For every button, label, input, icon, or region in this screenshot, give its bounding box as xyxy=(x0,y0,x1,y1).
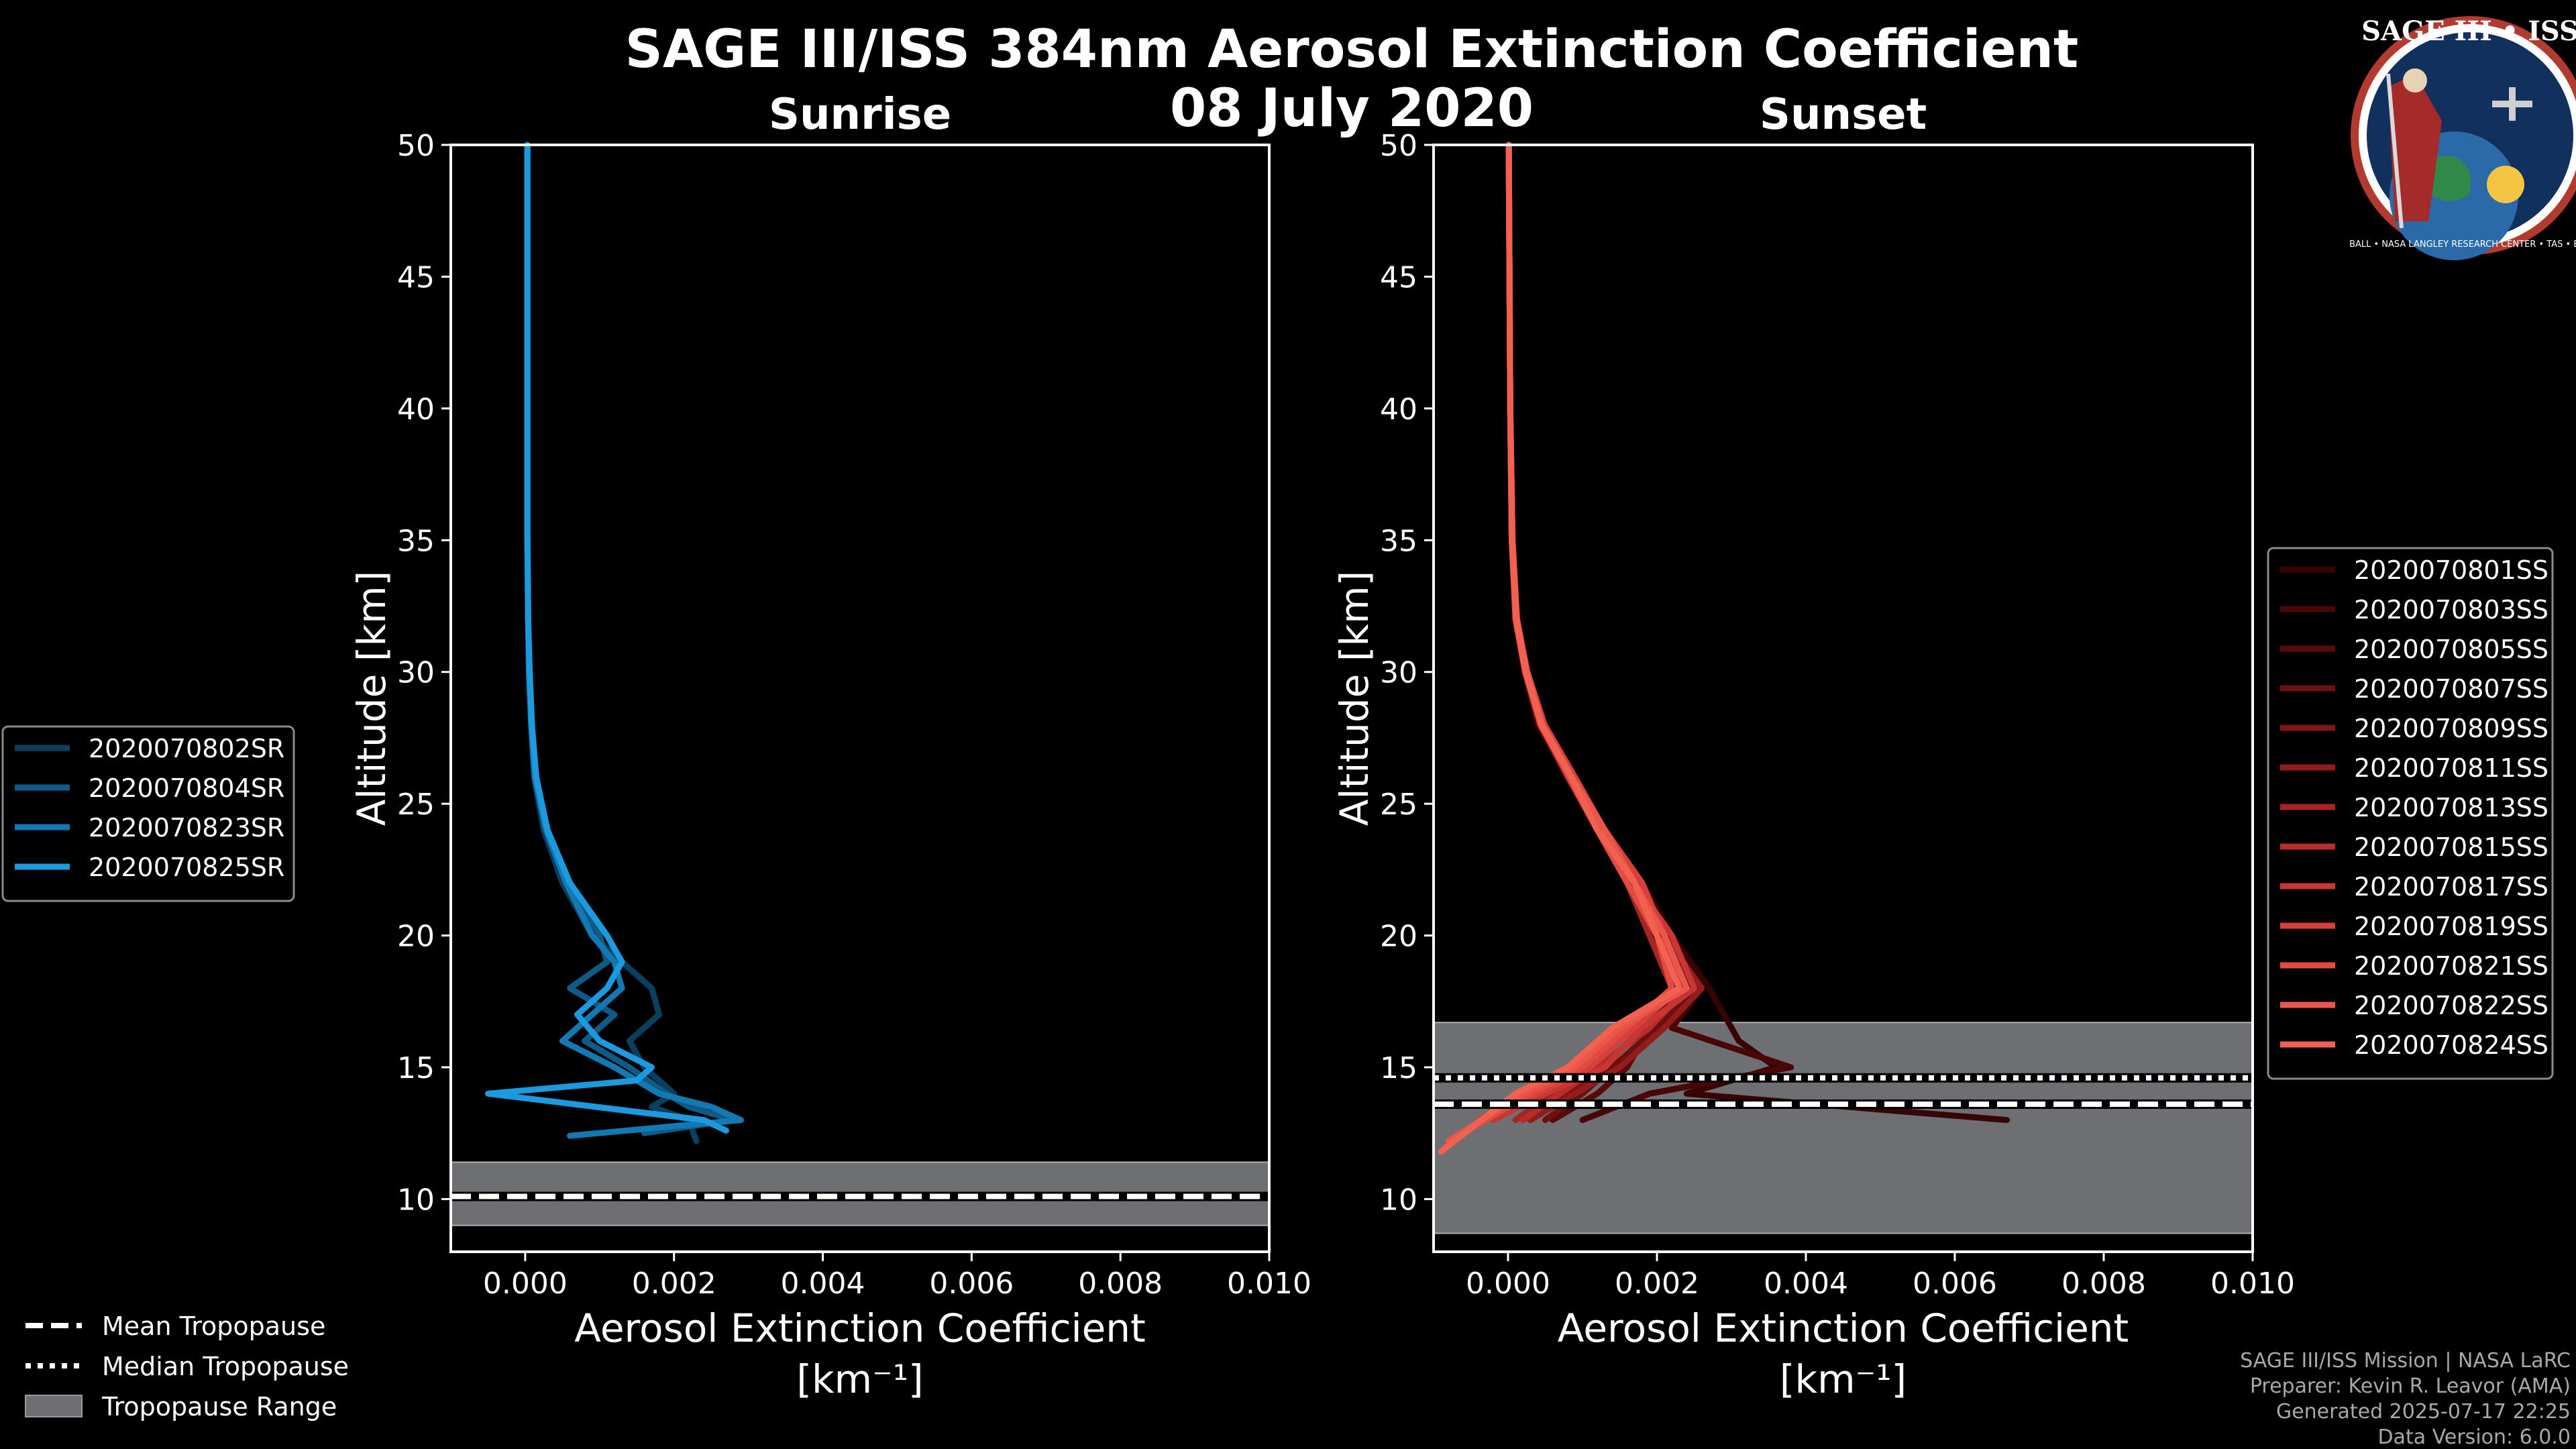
credit-mission: SAGE III/ISS Mission | NASA LaRC xyxy=(2240,1349,2571,1373)
legend-entry: 2020070801SS xyxy=(2354,555,2548,585)
y-tick-label: 15 xyxy=(397,1051,435,1085)
x-tick-label: 0.000 xyxy=(1466,1267,1550,1301)
credits: SAGE III/ISS Mission | NASA LaRC Prepare… xyxy=(2240,1349,2571,1449)
figure-date: 08 July 2020 xyxy=(1170,78,1534,139)
x-tick-label: 0.004 xyxy=(1764,1267,1848,1301)
legend-entry: 2020070822SS xyxy=(2354,991,2548,1020)
legend-entry: 2020070803SS xyxy=(2354,595,2548,625)
credit-data-version: Data Version: 6.0.0 xyxy=(2378,1426,2571,1449)
x-tick-label: 0.002 xyxy=(1615,1267,1699,1301)
plot-area xyxy=(451,145,1269,1252)
legend-box xyxy=(2267,547,2554,1080)
x-tick-label: 0.000 xyxy=(483,1267,568,1301)
x-tick-label: 0.006 xyxy=(929,1267,1014,1301)
y-tick-label: 40 xyxy=(397,392,435,427)
y-tick-label: 35 xyxy=(1380,524,1417,558)
x-axis-label: Aerosol Extinction Coefficient xyxy=(574,1305,1146,1351)
y-tick-label: 30 xyxy=(1380,656,1417,690)
legend-entry: 2020070802SR xyxy=(89,734,284,763)
sunrise-legend: 2020070802SR 2020070804SR 2020070823SR 2020… xyxy=(1,725,295,902)
plot-frame xyxy=(449,144,1271,1253)
y-tick-label: 25 xyxy=(397,788,435,822)
profile-line-2020070825SR xyxy=(485,142,729,1134)
median-tropopause-label: Median Tropopause xyxy=(102,1352,349,1381)
plot-frame xyxy=(1432,144,2254,1253)
tropopause-range-swatch xyxy=(25,1395,83,1417)
panel-title: Sunset xyxy=(1760,90,1927,140)
y-tick-label: 10 xyxy=(1380,1183,1417,1217)
logo-ring-text: BALL • NASA LANGLEY RESEARCH CENTER • TA… xyxy=(2349,239,2576,250)
x-axis-label: Aerosol Extinction Coefficient xyxy=(1558,1305,2129,1351)
y-tick-label: 50 xyxy=(1380,129,1417,163)
sage-iii-iss-mission-logo: SAGE III • ISS BALL • NASA LANGLEY RESEA… xyxy=(2349,15,2576,260)
legend-entry: 2020070811SS xyxy=(2354,753,2548,783)
x-tick-label: 0.010 xyxy=(1227,1267,1311,1301)
legend-entry: 2020070804SR xyxy=(89,773,284,803)
tropopause-range-label: Tropopause Range xyxy=(101,1392,337,1421)
y-tick-label: 50 xyxy=(397,129,435,163)
y-tick-label: 20 xyxy=(397,920,435,954)
figure-title: SAGE III/ISS 384nm Aerosol Extinction Co… xyxy=(625,19,2079,80)
x-axis-units: [km⁻¹] xyxy=(796,1356,923,1402)
y-tick-label: 10 xyxy=(397,1183,435,1217)
y-axis-label: Altitude [km] xyxy=(1332,571,1377,826)
x-tick-label: 0.006 xyxy=(1913,1267,1997,1301)
tropopause-range-band xyxy=(1433,1022,2253,1234)
tropopause-legend: Mean Tropopause Median Tropopause Tropop… xyxy=(25,1311,349,1421)
x-tick-label: 0.008 xyxy=(2061,1267,2146,1301)
legend-entry: 2020070809SS xyxy=(2354,714,2548,743)
x-tick-label: 0.002 xyxy=(632,1267,716,1301)
x-tick-label: 0.004 xyxy=(781,1267,865,1301)
logo-title: SAGE III • ISS xyxy=(2361,15,2576,47)
legend-entry: 2020070819SS xyxy=(2354,912,2548,941)
credit-generated: Generated 2025-07-17 22:25 xyxy=(2276,1400,2571,1424)
credit-preparer: Preparer: Kevin R. Leavor (AMA) xyxy=(2250,1375,2571,1398)
legend-entry: 2020070817SS xyxy=(2354,872,2548,902)
y-tick-label: 25 xyxy=(1380,788,1417,822)
legend-entry: 2020070813SS xyxy=(2354,793,2548,822)
legend-entry: 2020070821SS xyxy=(2354,951,2548,981)
astronomer-figure-icon xyxy=(2388,74,2442,221)
sunset-legend: 2020070801SS 2020070803SS 2020070805SS 2020… xyxy=(2267,547,2554,1080)
sunrise-panel: 0.000 0.002 0.004 0.006 0.008 0.010 10 15 20 25 30… xyxy=(349,90,1311,1402)
panel-title: Sunrise xyxy=(769,90,951,140)
mean-tropopause-label: Mean Tropopause xyxy=(102,1311,325,1341)
legend-entry: 2020070807SS xyxy=(2354,674,2548,704)
legend-entry: 2020070825SR xyxy=(89,853,284,882)
x-tick-label: 0.010 xyxy=(2210,1267,2295,1301)
y-tick-label: 30 xyxy=(397,656,435,690)
legend-entry: 2020070823SR xyxy=(89,813,284,843)
sunset-panel: 0.000 0.002 0.004 0.006 0.008 0.010 10 15 20 25 30… xyxy=(1332,90,2295,1402)
legend-entry: 2020070815SS xyxy=(2354,833,2548,862)
y-tick-label: 45 xyxy=(397,260,435,294)
profile-line-2020070824SS xyxy=(1438,142,1682,1155)
legend-entry: 2020070805SS xyxy=(2354,635,2548,664)
y-axis-label: Altitude [km] xyxy=(349,571,394,826)
y-tick-label: 40 xyxy=(1380,392,1417,427)
y-tick-label: 20 xyxy=(1380,920,1417,954)
y-tick-label: 35 xyxy=(397,524,435,558)
legend-entry: 2020070824SS xyxy=(2354,1030,2548,1060)
sun-icon xyxy=(2487,166,2524,203)
y-tick-label: 45 xyxy=(1380,260,1417,294)
x-tick-label: 0.008 xyxy=(1078,1267,1163,1301)
legend-box xyxy=(1,725,295,902)
y-tick-label: 15 xyxy=(1380,1051,1417,1085)
x-axis-units: [km⁻¹] xyxy=(1780,1356,1907,1402)
